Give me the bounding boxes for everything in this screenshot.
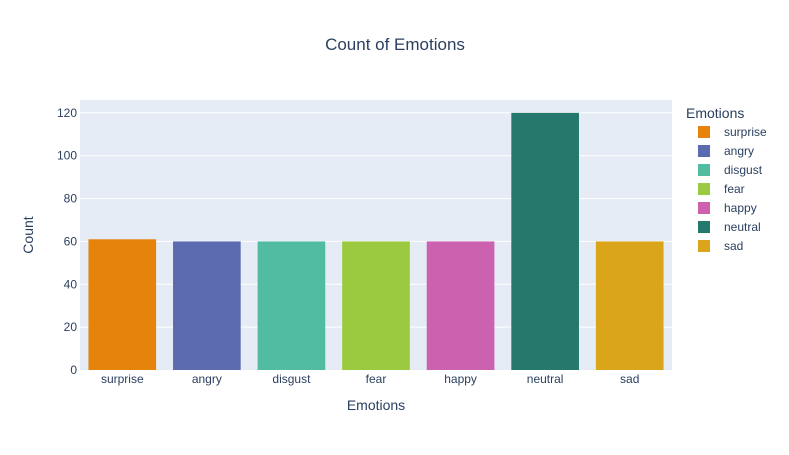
- legend-swatch-angry: [698, 145, 710, 157]
- x-tick-label-sad: sad: [620, 372, 639, 386]
- legend-item-neutral[interactable]: neutral: [698, 220, 761, 234]
- bar-neutral[interactable]: [511, 112, 579, 370]
- legend-swatch-fear: [698, 183, 710, 195]
- y-axis-ticks: 0 20 40 60 80 100 120: [57, 106, 77, 377]
- y-tick-label: 20: [64, 320, 78, 334]
- x-tick-label-happy: happy: [444, 372, 477, 386]
- legend-label-disgust: disgust: [724, 163, 763, 177]
- legend-label-surprise: surprise: [724, 125, 767, 139]
- y-tick-label: 100: [57, 149, 77, 163]
- bar-angry[interactable]: [173, 241, 241, 370]
- legend-swatch-sad: [698, 240, 710, 252]
- x-tick-label-disgust: disgust: [272, 372, 311, 386]
- y-tick-label: 60: [64, 234, 78, 248]
- legend-label-fear: fear: [724, 182, 745, 196]
- x-tick-label-fear: fear: [366, 372, 387, 386]
- x-tick-label-surprise: surprise: [101, 372, 144, 386]
- legend-label-angry: angry: [724, 144, 754, 158]
- y-axis-title: Count: [20, 216, 36, 253]
- legend-item-fear[interactable]: fear: [698, 182, 745, 196]
- legend-item-angry[interactable]: angry: [698, 144, 754, 158]
- legend[interactable]: Emotions surprise angry disgust fear happy ne…: [686, 105, 767, 253]
- legend-item-surprise[interactable]: surprise: [698, 125, 767, 139]
- bar-surprise[interactable]: [88, 239, 157, 370]
- x-axis-title: Emotions: [347, 397, 405, 413]
- legend-title: Emotions: [686, 105, 744, 121]
- y-tick-label: 0: [70, 363, 77, 377]
- chart-title: Count of Emotions: [325, 35, 465, 54]
- legend-item-disgust[interactable]: disgust: [698, 163, 763, 177]
- y-tick-label: 40: [64, 277, 78, 291]
- legend-item-sad[interactable]: sad: [698, 239, 743, 253]
- legend-items: surprise angry disgust fear happy neutral sad: [698, 125, 767, 253]
- bar-fear[interactable]: [342, 241, 410, 370]
- legend-swatch-happy: [698, 202, 710, 214]
- legend-swatch-neutral: [698, 221, 710, 233]
- bar-sad[interactable]: [595, 241, 664, 370]
- y-tick-label: 120: [57, 106, 77, 120]
- bar-happy[interactable]: [426, 241, 495, 370]
- y-tick-label: 80: [64, 192, 78, 206]
- legend-label-sad: sad: [724, 239, 743, 253]
- x-axis-ticks: surprise angry disgust fear happy neutral sad: [101, 372, 639, 386]
- legend-item-happy[interactable]: happy: [698, 201, 757, 215]
- bars: [88, 112, 664, 370]
- legend-swatch-disgust: [698, 164, 710, 176]
- x-tick-label-angry: angry: [192, 372, 222, 386]
- legend-label-neutral: neutral: [724, 220, 761, 234]
- legend-swatch-surprise: [698, 126, 710, 138]
- legend-label-happy: happy: [724, 201, 757, 215]
- x-tick-label-neutral: neutral: [527, 372, 564, 386]
- bar-disgust[interactable]: [257, 241, 326, 370]
